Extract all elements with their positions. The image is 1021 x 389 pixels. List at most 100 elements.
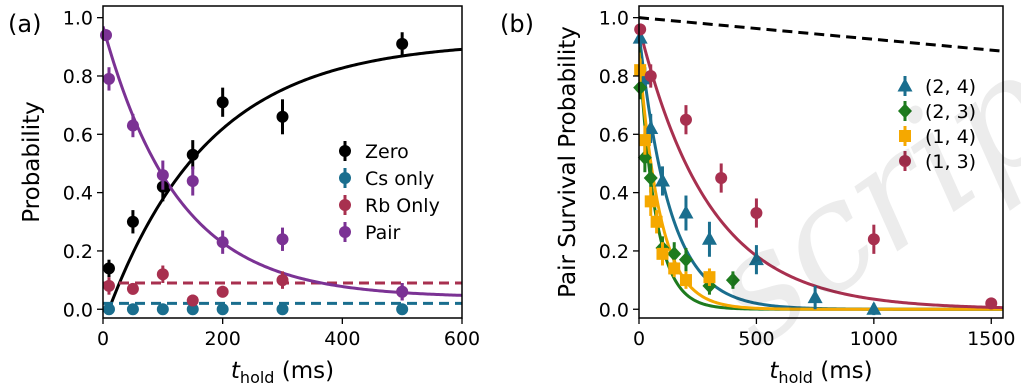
data-point [807,289,823,304]
series-1-4 [634,58,716,289]
data-point [186,294,199,307]
data-point [156,169,169,182]
panel-a-label: (a) [8,10,41,38]
x-tick-label: 1000 [850,328,898,350]
panel-b-label: (b) [500,10,534,38]
data-point [276,274,289,287]
data-point [276,303,289,316]
data-point [750,207,763,220]
y-tick-label: 1.0 [63,8,93,30]
panel-b-x-axis-label-main: t [769,358,779,384]
legend-item-1-3: (1, 3) [899,151,976,173]
panel-a-ticks: 0 200 400 600 0.0 0.2 0.4 0.6 0.8 1.0 [63,8,480,350]
legend-item-rb-only: Rb Only [339,195,440,217]
series-pair [99,29,409,301]
data-point [216,96,229,109]
panel-a-x-axis-label-main: t [231,358,241,384]
data-point [186,174,199,187]
panel-b-y-axis-label: Pair Survival Probability [555,26,581,298]
legend-item-2-4: (2, 4) [897,76,976,98]
y-tick-label: 0.6 [599,124,629,146]
data-point [126,119,139,132]
data-point [643,170,658,186]
data-point [216,236,229,249]
data-point [126,303,139,316]
data-point [126,282,139,295]
data-point [701,231,717,245]
legend-label: (2, 3) [925,101,976,123]
panel-a-data-points [99,29,409,316]
panel-b-x-axis-label: thold (ms) [769,358,872,387]
legend-label: Rb Only [365,195,440,217]
x-tick-label: 500 [738,328,774,350]
y-tick-label: 1.0 [599,8,629,30]
series-zero [102,32,409,278]
legend-marker [339,145,351,157]
panel-a-x-axis-label: thold (ms) [231,358,334,387]
legend-label: Pair [365,222,401,244]
legend-marker [339,172,351,184]
y-tick-label: 0.8 [63,66,93,88]
data-point [216,303,229,316]
data-point [703,271,716,284]
data-point [156,268,169,281]
data-point [276,110,289,123]
legend-item-zero: Zero [339,141,409,163]
legend-item-pair: Pair [339,222,401,244]
data-point [679,113,692,126]
data-point [650,215,663,228]
legend-label: (1, 3) [925,151,976,173]
legend-marker [897,78,913,92]
data-point [276,233,289,246]
panel-a-y-axis-label: Probability [19,101,45,223]
y-tick-label: 0.8 [599,66,629,88]
data-point [668,262,681,275]
x-tick-label: 0 [633,328,645,350]
y-tick-label: 0.4 [599,183,629,205]
data-point [126,215,139,228]
x-tick-label: 600 [444,328,480,350]
data-point [667,246,682,262]
data-point [634,23,647,36]
data-point [644,69,657,82]
data-point [99,29,112,42]
data-point [644,195,657,208]
y-tick-label: 0.2 [63,241,93,263]
panel-b-x-axis-label-sub: hold [778,368,813,387]
fit-curve-1-3 [639,26,1003,310]
legend-marker [339,199,351,211]
legend-item-2-3: (2, 3) [898,101,976,123]
data-point [102,279,115,292]
fit-curve-1-4 [639,52,1003,311]
data-point [634,64,647,77]
data-point [866,301,882,315]
data-point [102,72,115,85]
panel-a: (a) 0 200 400 600 0.0 0.2 0.4 0.6 0.8 1.0 Probabi… [8,5,480,387]
legend-marker [898,103,912,119]
series-rb-only [102,265,409,307]
data-point [725,272,740,288]
legend-marker [899,155,911,167]
data-point [679,274,692,287]
data-point [156,303,169,316]
y-tick-label: 0.0 [599,299,629,321]
data-point [102,262,115,275]
series-2-4 [632,29,882,316]
legend-label: Zero [365,141,409,163]
data-point [638,134,651,147]
data-point [656,247,669,260]
legend-marker [339,226,351,238]
fit-curve-zero [107,47,462,310]
data-point [985,297,998,310]
data-point [748,251,764,266]
panel-b-data-points [632,23,998,316]
data-point [643,120,659,134]
x-tick-label: 400 [324,328,360,350]
data-point [637,150,652,166]
reference-dashed-line [639,16,1003,53]
y-tick-label: 0.2 [599,241,629,263]
legend-label: Cs only [365,168,434,190]
data-point [632,30,648,44]
data-point [715,172,728,185]
